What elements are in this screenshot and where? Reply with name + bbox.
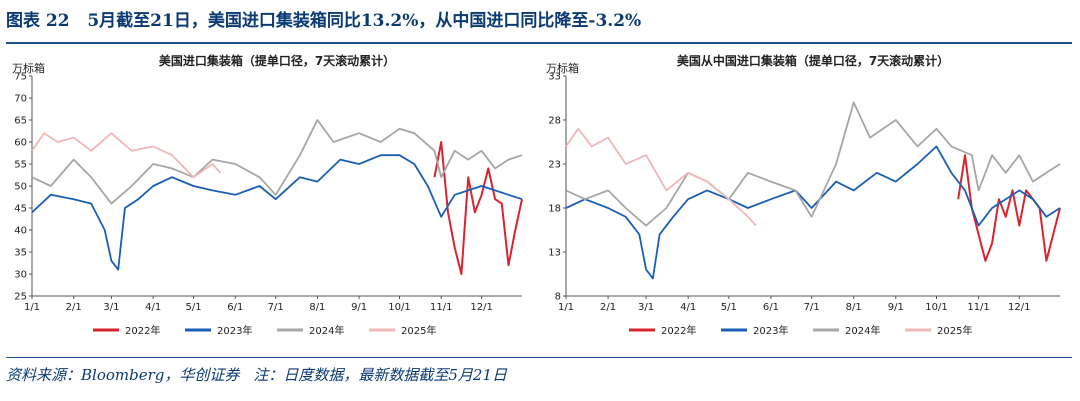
x-tick-label: 8/1 (309, 302, 325, 313)
y-tick-label: 25 (14, 292, 27, 303)
y-tick-label: 30 (14, 270, 27, 281)
x-tick-label: 1/1 (24, 302, 40, 313)
x-tick-label: 9/1 (351, 302, 367, 313)
series-line-2024年 (31, 119, 523, 205)
y-tick-label: 35 (14, 248, 27, 259)
series-line-2025年 (565, 127, 757, 227)
y-tick-label: 8 (555, 292, 561, 303)
series-line-2022年 (433, 141, 523, 275)
series-line-2023年 (31, 154, 523, 271)
legend-label: 2022年 (661, 324, 696, 337)
title-divider (6, 42, 1072, 44)
source-text: 资料来源：Bloomberg，华创证券 (6, 366, 240, 384)
legend-label: 2022年 (125, 324, 160, 337)
x-tick-label: 2/1 (600, 302, 616, 313)
x-tick-label: 2/1 (66, 302, 82, 313)
y-tick-label: 40 (14, 226, 27, 237)
x-tick-label: 4/1 (145, 302, 161, 313)
chart-us-imports-from-china: 美国从中国进口集装箱（提单口径，7天滚动累计） 万标箱 8 13 18 23 28 33 1/1… (546, 53, 1061, 337)
x-tick-label: 10/1 (388, 302, 410, 313)
legend-label: 2025年 (937, 324, 972, 337)
figure-title: 图表 22 5月截至21日，美国进口集装箱同比13.2%，从中国进口同比降至-3… (6, 6, 1074, 36)
x-tick-label: 7/1 (268, 302, 284, 313)
y-tick-label: 70 (14, 94, 27, 105)
source-note: 资料来源：Bloomberg，华创证券 注：日度数据，最新数据截至5月21日 (6, 363, 521, 387)
figure-title-text: 5月截至21日，美国进口集装箱同比13.2%，从中国进口同比降至-3.2% (87, 11, 642, 31)
y-tick-label: 60 (14, 138, 27, 149)
y-unit-label: 万标箱 (546, 61, 579, 75)
x-tick-label: 11/1 (967, 302, 989, 313)
x-tick-label: 12/1 (470, 302, 492, 313)
series-line-2022年 (957, 154, 1061, 262)
chart-us-imports: 美国进口集装箱（提单口径，7天滚动累计） 万标箱 25 30 35 40 45 50 55 60 6… (12, 53, 523, 337)
x-tick-label: 5/1 (185, 302, 201, 313)
x-tick-label: 12/1 (1008, 302, 1030, 313)
x-tick-label: 4/1 (680, 302, 696, 313)
legend-label: 2024年 (309, 324, 344, 337)
figure-label: 图表 22 (6, 11, 70, 31)
series-line-2024年 (565, 101, 1061, 227)
y-tick-label: 18 (548, 204, 561, 215)
x-tick-label: 6/1 (763, 302, 779, 313)
series-line-2025年 (31, 132, 222, 179)
y-tick-label: 75 (14, 72, 27, 83)
x-tick-label: 10/1 (925, 302, 947, 313)
x-tick-label: 9/1 (888, 302, 904, 313)
chart-title: 美国从中国进口集装箱（提单口径，7天滚动累计） (677, 53, 949, 68)
x-tick-label: 11/1 (430, 302, 452, 313)
legend-label: 2024年 (845, 324, 880, 337)
x-tick-label: 7/1 (804, 302, 820, 313)
x-tick-label: 3/1 (103, 302, 119, 313)
x-tick-label: 5/1 (721, 302, 737, 313)
legend-label: 2025年 (401, 324, 436, 337)
chart-title: 美国进口集装箱（提单口径，7天滚动累计） (159, 53, 395, 68)
y-tick-label: 45 (14, 204, 27, 215)
x-tick-label: 1/1 (558, 302, 574, 313)
y-unit-label: 万标箱 (12, 61, 45, 75)
y-tick-label: 50 (14, 182, 27, 193)
footer-divider (6, 357, 1072, 358)
x-tick-label: 3/1 (638, 302, 654, 313)
x-tick-label: 8/1 (846, 302, 862, 313)
legend-label: 2023年 (753, 324, 788, 337)
y-tick-label: 65 (14, 116, 27, 127)
y-tick-label: 33 (548, 72, 561, 83)
x-tick-label: 6/1 (227, 302, 243, 313)
note-text: 注：日度数据，最新数据截至5月21日 (253, 366, 507, 384)
y-tick-label: 13 (548, 248, 561, 259)
y-tick-label: 23 (548, 160, 561, 171)
series-line-2023年 (565, 145, 1061, 280)
y-tick-label: 28 (548, 116, 561, 127)
y-tick-label: 55 (14, 160, 27, 171)
legend-label: 2023年 (217, 324, 252, 337)
